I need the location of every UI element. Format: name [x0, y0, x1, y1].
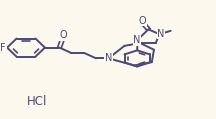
Text: O: O: [139, 16, 146, 26]
Text: HCl: HCl: [27, 95, 47, 108]
Text: N: N: [105, 53, 112, 63]
Text: O: O: [59, 30, 67, 40]
Text: N: N: [133, 35, 140, 45]
Text: N: N: [157, 29, 165, 39]
Text: F: F: [0, 43, 6, 53]
